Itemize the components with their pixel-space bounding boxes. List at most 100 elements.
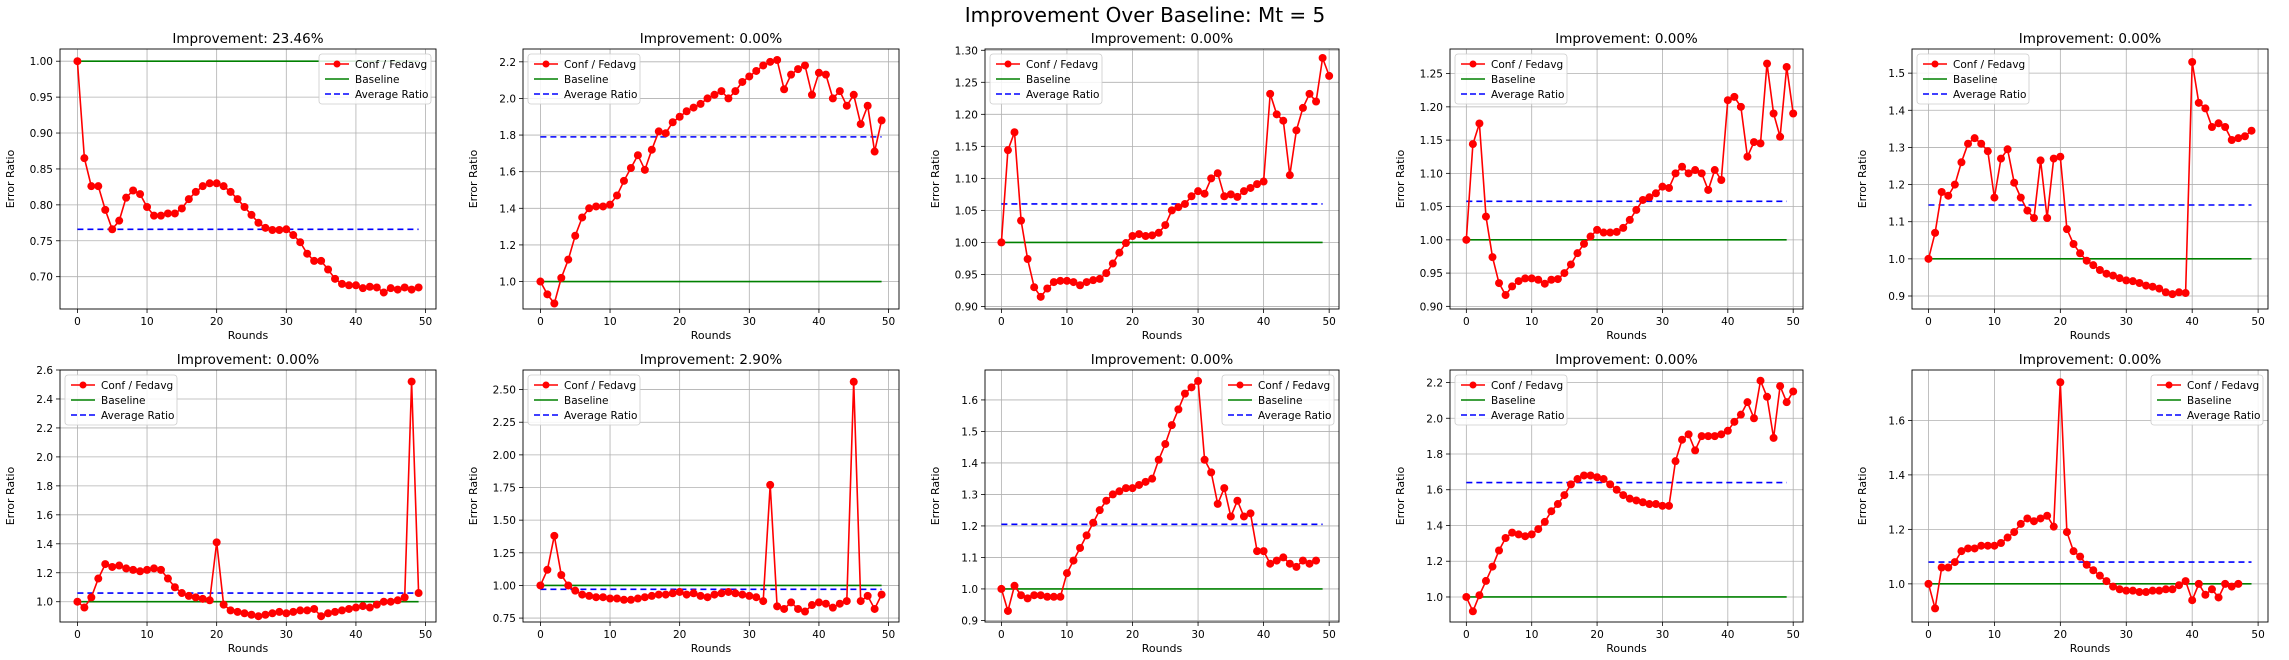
conf-fedavg-point bbox=[2036, 514, 2045, 523]
conf-fedavg-point bbox=[1468, 140, 1477, 149]
x-tick-label: 40 bbox=[349, 629, 362, 641]
conf-fedavg-point bbox=[268, 225, 277, 234]
x-tick-label: 20 bbox=[1590, 316, 1603, 328]
series-group bbox=[1462, 376, 1798, 616]
conf-fedavg-point bbox=[626, 595, 635, 604]
conf-fedavg-point bbox=[1220, 484, 1229, 493]
conf-fedavg-point bbox=[647, 591, 656, 600]
conf-fedavg-point bbox=[1534, 275, 1543, 284]
conf-fedavg-point bbox=[2221, 123, 2230, 131]
x-axis-label: Rounds bbox=[1606, 642, 1647, 655]
conf-fedavg-point bbox=[1950, 180, 1959, 189]
conf-fedavg-point bbox=[254, 218, 263, 227]
conf-fedavg-point bbox=[1089, 518, 1098, 527]
conf-fedavg-point bbox=[303, 606, 312, 615]
legend-label: Baseline bbox=[1258, 395, 1303, 407]
conf-fedavg-point bbox=[282, 609, 291, 618]
series-group bbox=[536, 377, 886, 616]
conf-fedavg-point bbox=[668, 118, 677, 127]
axes-frame bbox=[59, 369, 437, 623]
y-tick-label: 1.0 bbox=[961, 584, 978, 596]
conf-fedavg-point bbox=[1049, 278, 1058, 287]
conf-fedavg-point bbox=[1964, 544, 1973, 553]
conf-fedavg-point bbox=[2155, 284, 2164, 293]
conf-fedavg-point bbox=[2082, 560, 2091, 569]
conf-fedavg-point bbox=[1521, 532, 1530, 541]
conf-fedavg-point bbox=[1141, 477, 1150, 486]
conf-fedavg-point bbox=[1115, 487, 1124, 496]
conf-fedavg-point bbox=[717, 87, 726, 96]
conf-fedavg-point bbox=[842, 597, 851, 606]
conf-fedavg-point bbox=[2122, 586, 2131, 595]
conf-fedavg-point bbox=[2076, 249, 2085, 258]
conf-fedavg-point bbox=[543, 290, 552, 299]
conf-fedavg-point bbox=[1704, 185, 1713, 194]
conf-fedavg-point bbox=[1200, 189, 1209, 198]
conf-fedavg-point bbox=[1599, 228, 1608, 237]
conf-fedavg-point bbox=[835, 87, 844, 96]
y-tick-label: 1.6 bbox=[1888, 415, 1905, 427]
conf-fedavg-point bbox=[1305, 559, 1314, 568]
conf-fedavg-point bbox=[289, 607, 298, 616]
x-tick-label: 20 bbox=[673, 316, 686, 328]
conf-fedavg-point bbox=[393, 285, 402, 294]
x-tick-label: 0 bbox=[998, 316, 1005, 328]
conf-fedavg-point bbox=[2029, 517, 2038, 526]
y-tick-label: 1.1 bbox=[1888, 217, 1905, 229]
y-tick-label: 0.80 bbox=[30, 200, 53, 212]
conf-fedavg-point bbox=[219, 600, 228, 609]
conf-fedavg-point bbox=[331, 274, 340, 283]
conf-fedavg-point bbox=[1944, 191, 1953, 200]
conf-fedavg-point bbox=[1298, 103, 1307, 112]
x-tick-label: 10 bbox=[1525, 629, 1538, 641]
conf-fedavg-point bbox=[633, 594, 642, 603]
conf-fedavg-point bbox=[1763, 59, 1772, 68]
x-tick-label: 10 bbox=[603, 629, 616, 641]
chart-panel-5: 0 10 20 30 40 50 0.9 1.0 1.1 1.2 1.3 1.4 1.5 Improvem… bbox=[1856, 31, 2269, 342]
conf-fedavg-point bbox=[108, 562, 117, 571]
conf-fedavg-point bbox=[358, 602, 367, 611]
conf-fedavg-point bbox=[198, 594, 207, 603]
x-tick-label: 50 bbox=[1322, 316, 1335, 328]
y-tick-label: 2.2 bbox=[36, 423, 53, 435]
conf-fedavg-point bbox=[1977, 139, 1986, 148]
conf-fedavg-point bbox=[1239, 512, 1248, 521]
conf-fedavg-point bbox=[303, 249, 312, 258]
conf-fedavg-point bbox=[752, 66, 761, 75]
x-axis-label: Rounds bbox=[2070, 329, 2111, 342]
conf-fedavg-point bbox=[842, 101, 851, 110]
y-tick-label: 1.25 bbox=[493, 548, 516, 560]
conf-fedavg-point bbox=[1292, 126, 1301, 135]
x-tick-label: 20 bbox=[210, 316, 223, 328]
x-tick-label: 20 bbox=[1126, 629, 1139, 641]
conf-fedavg-point bbox=[1678, 435, 1687, 444]
conf-fedavg-point bbox=[1043, 592, 1052, 601]
y-tick-label: 1.2 bbox=[499, 240, 516, 252]
conf-fedavg-point bbox=[731, 589, 740, 598]
x-tick-label: 40 bbox=[2185, 629, 2198, 641]
conf-fedavg-point bbox=[1481, 212, 1490, 221]
conf-fedavg-point bbox=[1043, 284, 1052, 293]
y-tick-label: 1.4 bbox=[36, 539, 53, 551]
conf-fedavg-point bbox=[2029, 214, 2038, 222]
conf-fedavg-point bbox=[1691, 166, 1700, 175]
conf-fedavg-point bbox=[1612, 227, 1621, 236]
y-tick-label: 1.05 bbox=[1420, 202, 1443, 214]
conf-fedavg-point bbox=[766, 57, 775, 66]
series-group bbox=[73, 377, 423, 621]
legend-label: Average Ratio bbox=[101, 410, 174, 422]
x-tick-label: 10 bbox=[1988, 316, 2001, 328]
x-tick-label: 10 bbox=[1060, 629, 1073, 641]
conf-fedavg-point bbox=[787, 70, 796, 79]
conf-fedavg-point bbox=[233, 195, 242, 204]
conf-fedavg-point bbox=[696, 99, 705, 108]
y-tick-label: 1.5 bbox=[1888, 68, 1905, 80]
conf-fedavg-point bbox=[703, 593, 712, 602]
y-axis-label: Error Ratio bbox=[929, 149, 942, 208]
conf-fedavg-point bbox=[1233, 192, 1242, 201]
conf-fedavg-point bbox=[1593, 473, 1602, 482]
conf-fedavg-point bbox=[661, 129, 670, 138]
conf-fedavg-point bbox=[2095, 571, 2104, 580]
conf-fedavg-point bbox=[2023, 206, 2032, 215]
legend: Conf / Fedavg Baseline Average Ratio bbox=[989, 53, 1103, 105]
